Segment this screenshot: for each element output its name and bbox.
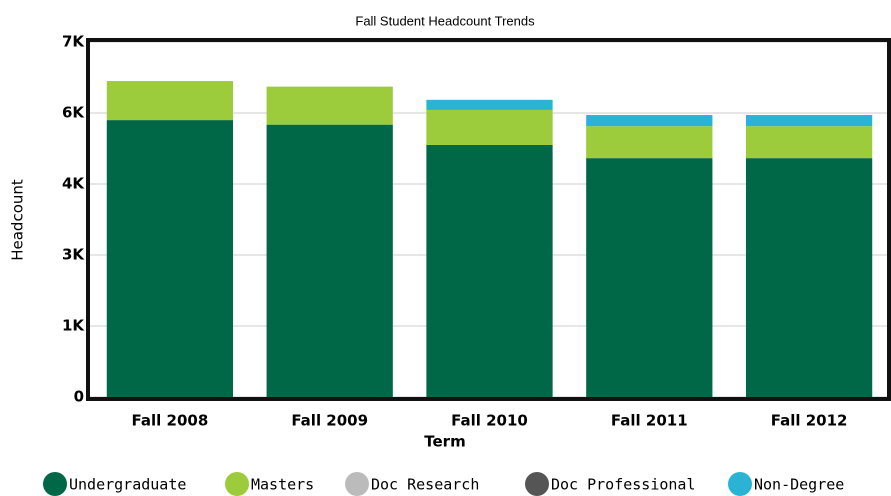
bar-segment [426, 109, 553, 145]
bar-segment [426, 99, 553, 110]
bar-segment [106, 120, 234, 397]
x-tick-label: Fall 2010 [451, 412, 528, 430]
bar-segment [745, 115, 873, 127]
plot-frame [86, 38, 891, 401]
y-tick-label: 7K [62, 33, 85, 51]
legend-swatch [225, 472, 249, 496]
y-tick-label: 6K [62, 104, 85, 122]
chart-title: Fall Student Headcount Trends [355, 13, 535, 28]
bar-segment [106, 81, 234, 121]
y-tick-label: 4K [62, 175, 85, 193]
y-tick-label: 3K [62, 246, 85, 264]
bar-segment [745, 126, 873, 159]
legend-swatch [728, 472, 752, 496]
x-tick-label: Fall 2009 [291, 412, 368, 430]
bar-segment [745, 158, 873, 397]
legend-label: Doc Research [371, 476, 479, 494]
legend-label: Undergraduate [69, 476, 186, 494]
x-tick-label: Fall 2012 [771, 412, 848, 430]
legend-label: Non-Degree [754, 476, 844, 494]
bar-segment [586, 158, 713, 397]
legend-swatch [43, 472, 67, 496]
y-axis-label: Headcount [9, 179, 27, 261]
bar-segment [266, 124, 393, 398]
bar-segment [586, 115, 713, 127]
x-tick-label: Fall 2011 [611, 412, 688, 430]
y-tick-label: 0 [74, 388, 84, 406]
bar-segment [586, 126, 713, 159]
x-tick-label: Fall 2008 [132, 412, 209, 430]
legend-label: Masters [251, 476, 314, 494]
x-axis-label: Term [424, 433, 465, 451]
bar-segment [266, 86, 393, 125]
bar-segment [426, 144, 553, 397]
y-tick-label: 1K [62, 317, 85, 335]
legend-swatch [345, 472, 369, 496]
legend-label: Doc Professional [551, 476, 696, 494]
legend-swatch [525, 472, 549, 496]
